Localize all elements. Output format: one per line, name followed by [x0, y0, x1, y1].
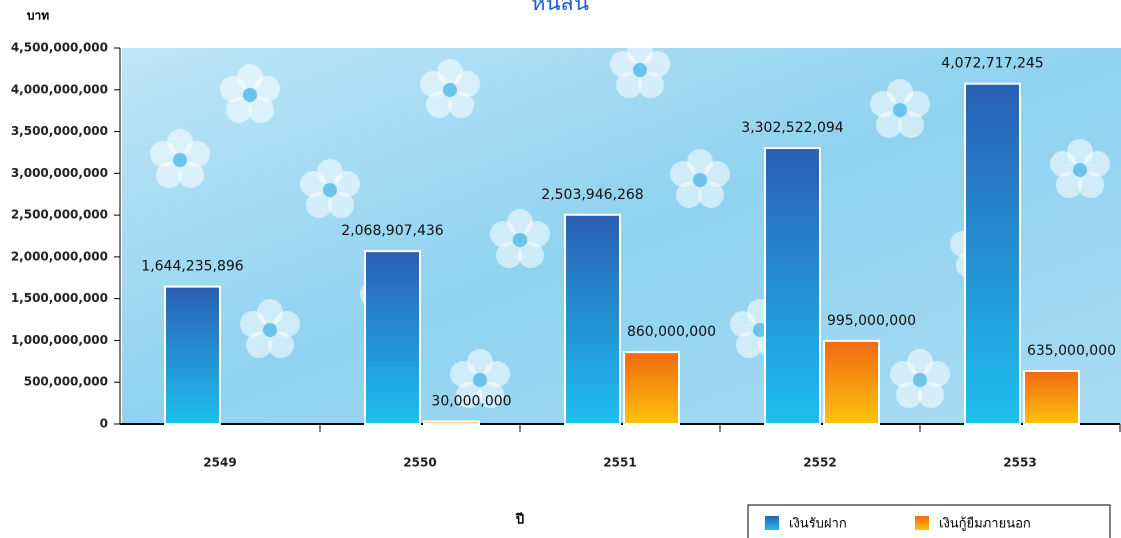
- y-tick-label: 1,000,000,000: [11, 333, 108, 347]
- bar: [823, 339, 880, 425]
- x-tick-label: 2553: [1003, 456, 1036, 470]
- chart-title: หนี้สิน: [531, 0, 589, 16]
- data-label: 3,302,522,094: [741, 120, 844, 136]
- x-axis-label: ปี: [515, 512, 524, 528]
- y-tick-label: 4,500,000,000: [11, 41, 108, 55]
- y-tick-label: 3,500,000,000: [11, 124, 108, 138]
- y-tick-label: 3,000,000,000: [11, 166, 108, 180]
- y-tick-label: 2,500,000,000: [11, 208, 108, 222]
- bar: [423, 420, 480, 426]
- x-tick-label: 2552: [803, 456, 836, 470]
- y-axis-label: บาท: [27, 9, 49, 23]
- x-tick-label: 2551: [603, 456, 636, 470]
- y-tick-label: 2,000,000,000: [11, 249, 108, 263]
- data-label: 2,068,907,436: [341, 223, 444, 239]
- bar: [564, 213, 621, 425]
- y-tick-label: 4,000,000,000: [11, 82, 108, 96]
- data-label: 4,072,717,245: [941, 56, 1043, 72]
- legend-swatch: [915, 516, 929, 530]
- bar: [164, 285, 221, 425]
- data-label: 995,000,000: [827, 313, 916, 329]
- legend-label: เงินรับฝาก: [789, 517, 847, 532]
- data-label: 2,503,946,268: [541, 187, 643, 203]
- bar: [1023, 369, 1080, 426]
- legend-label: เงินกู้ยืมภายนอก: [939, 516, 1031, 532]
- y-tick-label: 0: [100, 417, 108, 431]
- bar: [764, 147, 821, 425]
- y-tick-label: 1,500,000,000: [11, 291, 108, 305]
- bar: [364, 250, 421, 425]
- bar: [623, 351, 680, 425]
- x-tick-label: 2550: [403, 456, 436, 470]
- data-label: 860,000,000: [627, 324, 716, 340]
- data-label: 635,000,000: [1027, 343, 1116, 359]
- bar: [964, 82, 1021, 426]
- data-label: 30,000,000: [431, 393, 511, 409]
- y-tick-label: 500,000,000: [24, 375, 108, 389]
- x-tick-label: 2549: [203, 456, 236, 470]
- data-label: 1,644,235,896: [141, 259, 244, 275]
- legend-swatch: [765, 516, 779, 530]
